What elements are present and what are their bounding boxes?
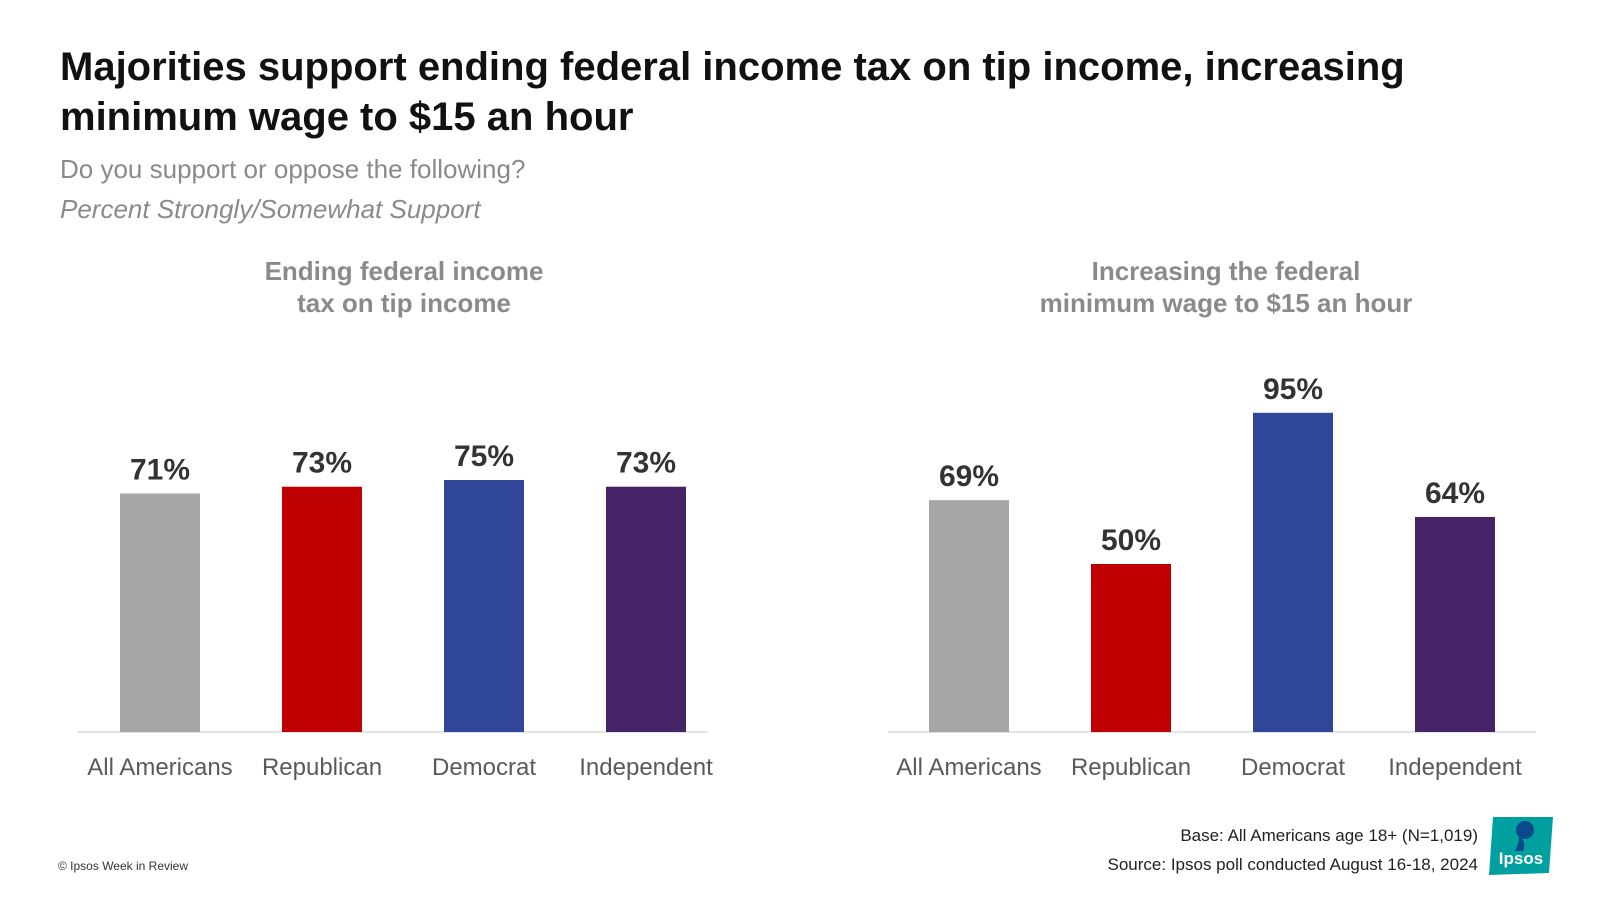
ipsos-logo: Ipsos — [1489, 817, 1553, 875]
panel-1-value-label-2: 73% — [292, 447, 352, 480]
panel-2-value-label-3: 95% — [1263, 373, 1323, 406]
copyright-note: © Ipsos Week in Review — [58, 859, 189, 873]
source-note: Source: Ipsos poll conducted August 16-1… — [1107, 855, 1478, 874]
panel-1-category-label-1: All Americans — [87, 754, 232, 781]
panel-2-title-line-1: Increasing the federal — [1092, 256, 1361, 286]
panel-1-title-line-1: Ending federal income — [265, 256, 544, 286]
panel-1-category-label-3: Democrat — [432, 754, 536, 781]
panel-1-value-label-3: 75% — [454, 440, 514, 473]
panel-1-title-line-2: tax on tip income — [297, 288, 511, 318]
chart-title: Majorities support ending federal income… — [60, 45, 1405, 139]
panel-2-bar-1 — [929, 500, 1009, 732]
panel-2-bar-2 — [1091, 564, 1171, 732]
panel-2-category-label-4: Independent — [1388, 754, 1522, 781]
panel-1-category-label-2: Republican — [262, 754, 382, 781]
panel-1-bar-4 — [606, 486, 686, 732]
panel-2-category-label-3: Democrat — [1241, 754, 1345, 781]
panel-1-bar-1 — [120, 493, 200, 732]
panel-2-category-label-1: All Americans — [896, 754, 1041, 781]
panel-2-value-label-2: 50% — [1101, 524, 1161, 557]
measure-note: Percent Strongly/Somewhat Support — [60, 194, 481, 224]
panel-1-value-label-1: 71% — [130, 453, 190, 486]
logo-text: Ipsos — [1498, 849, 1544, 868]
panel-1-bar-2 — [282, 486, 362, 732]
panel-1-bar-3 — [444, 480, 524, 732]
panel-2-bar-3 — [1253, 412, 1333, 732]
panel-2-value-label-1: 69% — [939, 460, 999, 493]
chart-subtitle: Do you support or oppose the following? — [60, 154, 526, 184]
panel-2-bar-4 — [1415, 516, 1495, 732]
panel-2-title-line-2: minimum wage to $15 an hour — [1040, 288, 1413, 318]
base-note: Base: All Americans age 18+ (N=1,019) — [1180, 826, 1478, 845]
panel-1-category-label-4: Independent — [579, 754, 713, 781]
panel-1-value-label-4: 73% — [616, 447, 676, 480]
panel-2-value-label-4: 64% — [1425, 477, 1485, 510]
panel-2-category-label-2: Republican — [1071, 754, 1191, 781]
ipsos-logo-mark — [1489, 817, 1553, 875]
